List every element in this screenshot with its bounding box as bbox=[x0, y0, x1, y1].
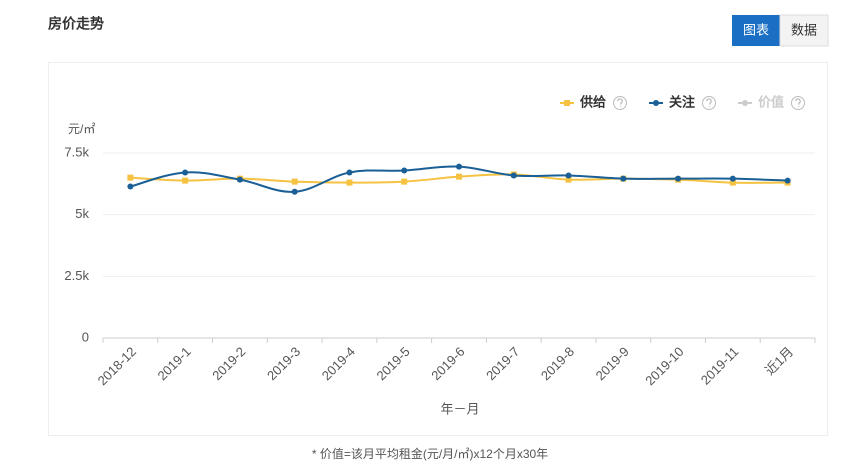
page-title: 房价走势 bbox=[48, 16, 104, 32]
point bbox=[346, 169, 353, 176]
x-tick-label: 近1月 bbox=[762, 344, 796, 378]
y-tick-label: 0 bbox=[82, 329, 89, 344]
point bbox=[182, 169, 189, 176]
help-icon[interactable] bbox=[702, 96, 716, 110]
point bbox=[346, 179, 353, 186]
x-tick-label: 2019-1 bbox=[154, 344, 193, 383]
point bbox=[620, 175, 627, 182]
point bbox=[565, 172, 572, 179]
legend-label[interactable]: 价值 bbox=[758, 94, 784, 109]
legend-label[interactable]: 关注 bbox=[669, 94, 695, 109]
help-glyph bbox=[706, 98, 712, 107]
legend-marker bbox=[653, 100, 659, 106]
y-unit: 元/㎡ bbox=[68, 122, 95, 136]
x-tick-label: 2019-9 bbox=[593, 344, 632, 383]
point bbox=[675, 175, 682, 182]
x-tick-label: 2018-12 bbox=[95, 344, 139, 388]
x-tick-label: 2019-7 bbox=[483, 344, 522, 383]
point bbox=[401, 167, 408, 174]
x-tick-label: 2019-2 bbox=[209, 344, 248, 383]
point bbox=[182, 177, 189, 184]
point bbox=[510, 172, 517, 179]
point bbox=[127, 174, 134, 181]
point bbox=[401, 178, 408, 185]
legend-marker bbox=[564, 100, 570, 106]
point bbox=[291, 188, 298, 195]
tab-chart[interactable] bbox=[732, 15, 780, 46]
y-tick-label: 2.5k bbox=[64, 268, 89, 283]
x-tick-label: 2019-4 bbox=[319, 344, 358, 383]
point bbox=[729, 175, 736, 182]
tab-label[interactable]: 数据 bbox=[791, 22, 817, 37]
point bbox=[291, 178, 298, 185]
help-icon[interactable] bbox=[613, 96, 627, 110]
tab-label[interactable]: 图表 bbox=[743, 22, 769, 37]
y-tick-label: 7.5k bbox=[64, 144, 89, 159]
tab-data[interactable] bbox=[779, 14, 829, 47]
point bbox=[127, 183, 134, 190]
point bbox=[784, 177, 791, 184]
legend-label[interactable]: 供给 bbox=[579, 94, 606, 109]
chart-frame bbox=[48, 62, 828, 436]
x-tick-label: 2019-11 bbox=[698, 344, 742, 388]
x-tick-label: 2019-6 bbox=[428, 344, 467, 383]
point bbox=[456, 163, 462, 170]
point bbox=[565, 176, 572, 183]
footnote: * 价值=该月平均租金(元/月/㎡)x12个月x30年 bbox=[312, 446, 548, 461]
help-glyph bbox=[617, 98, 623, 107]
help-icon[interactable] bbox=[791, 96, 805, 110]
legend-marker bbox=[742, 100, 748, 106]
point bbox=[729, 179, 736, 186]
point bbox=[456, 173, 462, 180]
point bbox=[236, 176, 243, 183]
x-tick-label: 2019-3 bbox=[264, 344, 303, 383]
help-glyph bbox=[795, 98, 801, 107]
x-tick-label: 2019-8 bbox=[538, 344, 577, 383]
x-tick-label: 2019-5 bbox=[374, 344, 413, 383]
y-tick-label: 5k bbox=[75, 206, 89, 221]
x-axis-title: 年－月 bbox=[440, 401, 479, 416]
x-tick-label: 2019-10 bbox=[642, 344, 686, 388]
